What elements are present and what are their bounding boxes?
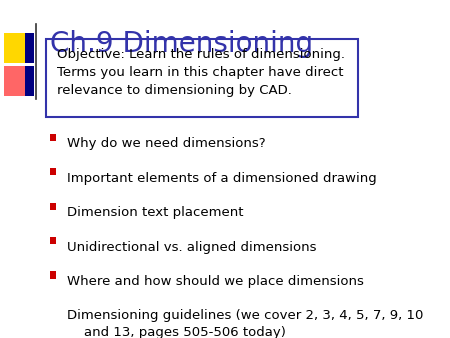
Bar — [4, 33, 25, 63]
Bar — [25, 33, 34, 63]
Bar — [4, 66, 25, 96]
Bar — [50, 306, 56, 313]
Text: Unidirectional vs. aligned dimensions: Unidirectional vs. aligned dimensions — [67, 241, 316, 254]
Bar — [50, 134, 56, 141]
Text: Where and how should we place dimensions: Where and how should we place dimensions — [67, 275, 364, 288]
Text: Important elements of a dimensioned drawing: Important elements of a dimensioned draw… — [67, 172, 377, 185]
Bar — [25, 66, 34, 96]
Text: Objective: Learn the rules of dimensioning.
Terms you learn in this chapter have: Objective: Learn the rules of dimensioni… — [57, 48, 345, 97]
Text: Dimensioning guidelines (we cover 2, 3, 4, 5, 7, 9, 10
    and 13, pages 505-506: Dimensioning guidelines (we cover 2, 3, … — [67, 309, 423, 338]
Bar — [50, 271, 56, 279]
Bar — [50, 168, 56, 175]
Bar — [50, 237, 56, 244]
FancyBboxPatch shape — [46, 39, 359, 117]
Text: Ch.9 Dimensioning: Ch.9 Dimensioning — [50, 30, 313, 58]
Bar — [50, 203, 56, 210]
Text: Dimension text placement: Dimension text placement — [67, 206, 243, 219]
Text: Why do we need dimensions?: Why do we need dimensions? — [67, 138, 266, 150]
